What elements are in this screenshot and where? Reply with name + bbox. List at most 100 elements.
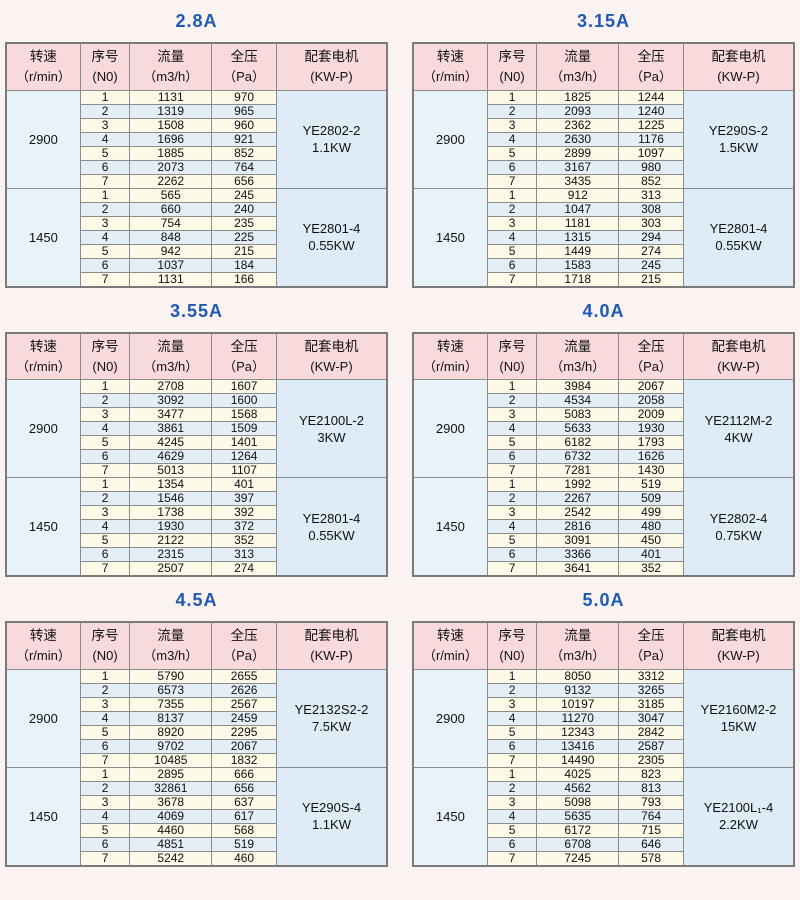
table-row: 2900 1 1131 970 YE2802-2 1.1KW	[5, 89, 388, 189]
no-cell: 5	[486, 533, 538, 548]
table-row: 7 2507 274	[6, 561, 387, 577]
pressure-cell: 1401	[211, 435, 277, 450]
header-row: 转速 （r/min） 序号 (N0) 流量 （m3/h） 全压 （Pa） 配套电机 (KW-P)	[5, 621, 388, 670]
no-cell: 4	[486, 710, 538, 726]
no-cell: 2	[79, 201, 131, 217]
speed-cell: 1450	[5, 766, 81, 866]
pressure-cell: 245	[211, 187, 277, 203]
pressure-cell: 715	[618, 822, 684, 838]
table-title: 4.0A	[582, 300, 625, 321]
spec-panel: 5.0A 转速 （r/min） 序号 (N0) 流量 （m3/h） 全压 （Pa） 配套电机 (KW…	[412, 579, 795, 867]
column-header-line2: （Pa）	[630, 648, 673, 664]
flow-cell: 4460	[129, 822, 213, 838]
pressure-cell: 793	[618, 794, 684, 810]
no-cell: 3	[79, 696, 131, 712]
column-header-line2: （m3/h）	[143, 358, 199, 374]
column-header: 序号 (N0)	[486, 621, 538, 670]
pressure-cell: 392	[211, 505, 277, 520]
motor-model: YE2801-4	[302, 221, 361, 236]
no-cell: 2	[79, 491, 131, 506]
flow-cell: 4562	[536, 780, 620, 796]
table-row: 5 1885 852	[6, 145, 387, 161]
pressure-cell: 1176	[618, 131, 684, 147]
spec-table: 转速 （r/min） 序号 (N0) 流量 （m3/h） 全压 （Pa） 配套电机 (KW-P) 2…	[412, 42, 795, 288]
spec-panel: 2.8A 转速 （r/min） 序号 (N0) 流量 （m3/h） 全压 （Pa） 配套电机 (KW…	[5, 0, 388, 288]
no-cell: 6	[79, 836, 131, 852]
pressure-cell: 764	[618, 808, 684, 824]
column-header-line2: （m3/h）	[550, 69, 606, 85]
table-row: 2 1546 397	[6, 491, 387, 506]
flow-cell: 7281	[536, 463, 620, 478]
pressure-cell: 240	[211, 201, 277, 217]
flow-cell: 10197	[536, 696, 620, 712]
column-header-line1: 流量	[564, 49, 592, 65]
table-row: 4 8137 2459	[6, 710, 387, 726]
pressure-cell: 764	[211, 159, 277, 175]
table-row: 2900 1 3984 2067 YE2112M-2 4KW	[412, 379, 795, 478]
table-row: 6 9702 2067	[6, 738, 387, 754]
pressure-cell: 274	[211, 561, 277, 577]
flow-cell: 12343	[536, 724, 620, 740]
table-row: 4 5635 764	[413, 808, 794, 824]
pressure-cell: 1607	[211, 379, 277, 394]
no-cell: 4	[486, 131, 538, 147]
column-header-line1: 流量	[564, 338, 592, 354]
pressure-cell: 235	[211, 215, 277, 231]
flow-cell: 4534	[536, 393, 620, 408]
table-row: 6 1037 184	[6, 257, 387, 273]
flow-cell: 2899	[536, 145, 620, 161]
speed-cell: 1450	[5, 187, 81, 287]
flow-cell: 565	[129, 187, 213, 203]
speed-cell: 2900	[5, 89, 81, 189]
flow-cell: 3091	[536, 533, 620, 548]
no-cell: 6	[79, 547, 131, 562]
pressure-cell: 1832	[211, 752, 277, 768]
pressure-cell: 1626	[618, 449, 684, 464]
no-cell: 1	[486, 89, 538, 105]
no-cell: 3	[486, 215, 538, 231]
spec-table: 转速 （r/min） 序号 (N0) 流量 （m3/h） 全压 （Pa） 配套电机 (KW-P) 2…	[5, 621, 388, 867]
table-row: 4 4069 617	[6, 808, 387, 824]
pressure-cell: 2567	[211, 696, 277, 712]
pressure-cell: 352	[618, 561, 684, 577]
column-header-line2: （Pa）	[223, 358, 266, 374]
motor-cell: YE290S-4 1.1KW	[275, 766, 388, 866]
motor-model: YE2132S2-2	[294, 702, 369, 717]
motor-cell: YE2132S2-2 7.5KW	[275, 668, 388, 768]
no-cell: 4	[79, 710, 131, 726]
spec-panel: 3.15A 转速 （r/min） 序号 (N0) 流量 （m3/h） 全压 （Pa） 配套电机 (K…	[412, 0, 795, 288]
pressure-cell: 401	[618, 547, 684, 562]
no-cell: 6	[486, 547, 538, 562]
no-cell: 7	[486, 173, 538, 189]
table-row: 6 4629 1264	[6, 449, 387, 464]
flow-cell: 3641	[536, 561, 620, 577]
spec-table: 转速 （r/min） 序号 (N0) 流量 （m3/h） 全压 （Pa） 配套电机 (KW-P) 2…	[412, 331, 795, 577]
motor-model: YE2802-4	[709, 510, 768, 526]
speed-cell: 1450	[5, 477, 81, 577]
table-row: 6 2315 313	[6, 547, 387, 562]
flow-cell: 1508	[129, 117, 213, 133]
pressure-cell: 1930	[618, 421, 684, 436]
flow-cell: 3477	[129, 407, 213, 422]
pressure-cell: 2067	[211, 738, 277, 754]
column-header: 流量 （m3/h）	[536, 42, 620, 91]
pressure-cell: 2067	[618, 379, 684, 394]
motor-power: 4KW	[724, 429, 753, 445]
flow-cell: 5098	[536, 794, 620, 810]
no-cell: 6	[79, 159, 131, 175]
no-cell: 4	[79, 808, 131, 824]
no-cell: 1	[486, 766, 538, 782]
pressure-cell: 965	[211, 103, 277, 119]
pressure-cell: 3265	[618, 682, 684, 698]
table-row: 2 32861 656	[6, 780, 387, 796]
flow-cell: 2542	[536, 505, 620, 520]
flow-cell: 3435	[536, 173, 620, 189]
no-cell: 6	[486, 738, 538, 754]
no-cell: 2	[79, 682, 131, 698]
motor-model: YE290S-2	[708, 123, 769, 138]
table-row: 1450 1 912 313 YE2801-4 0.55KW	[412, 187, 795, 287]
column-header-line2: （r/min）	[422, 69, 478, 85]
table-row: 4 5633 1930	[413, 421, 794, 436]
no-cell: 7	[79, 271, 131, 287]
table-row: 7 5013 1107	[6, 463, 387, 478]
